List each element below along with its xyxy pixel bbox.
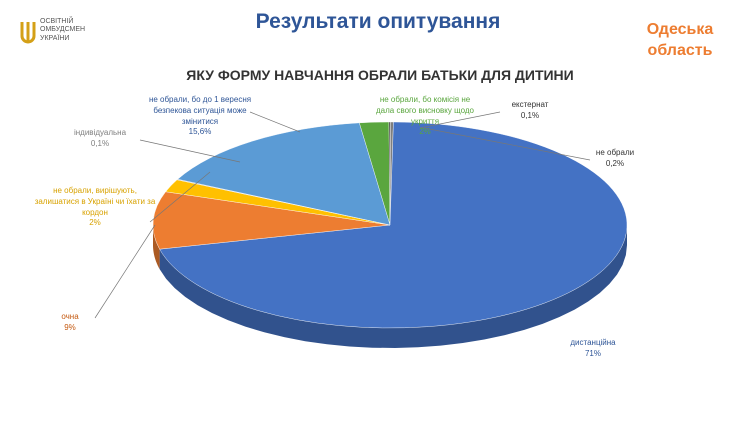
leader-line — [249, 111, 301, 133]
region: Одеська область — [646, 21, 714, 59]
data-label: не обрали, бо до 1 вересня безпекова сит… — [140, 95, 260, 138]
leader-line — [423, 127, 591, 161]
label-category: індивідуальна — [73, 128, 127, 137]
label-value: 0,1% — [520, 110, 540, 120]
slice-side — [153, 225, 160, 270]
slice — [177, 122, 391, 226]
logo-icon — [20, 22, 36, 44]
data-label: дистанційна 71% — [548, 338, 638, 360]
label-value: 0,2% — [605, 158, 625, 168]
label-value: 9% — [64, 322, 76, 332]
slice — [159, 121, 628, 329]
slice — [152, 191, 391, 250]
label-category: не обрали, бо до 1 вересня безпекова сит… — [148, 95, 252, 126]
label-category: екстернат — [511, 100, 549, 109]
logo-text: ОСВІТНІЙ ОМБУДСМЕН УКРАЇНИ — [40, 18, 86, 42]
label-value: 0,1% — [90, 138, 110, 148]
label-value: 15,6% — [188, 127, 212, 137]
label-category: не обрали, бо комісія не дала свого висн… — [375, 95, 474, 126]
page-title: Результати опитування — [256, 10, 501, 33]
leader-line — [94, 224, 156, 319]
label-category: не обрали, вирішують, залишатися в Украї… — [34, 186, 156, 217]
data-label: не обрали 0,2% — [580, 148, 650, 170]
label-value: 2% — [419, 127, 431, 137]
leader-line — [149, 171, 211, 223]
data-label: екстернат 0,1% — [490, 100, 570, 122]
label-category: очна — [61, 312, 79, 321]
leader-line — [139, 139, 241, 163]
label-category: не обрали — [595, 148, 635, 157]
label-value: 71% — [584, 348, 601, 358]
data-label: очна 9% — [45, 312, 95, 334]
data-label: індивідуальна 0,1% — [50, 128, 150, 150]
label-value: 2% — [89, 218, 101, 228]
data-label: не обрали, вирішують, залишатися в Украї… — [30, 186, 160, 229]
data-label: не обрали, бо комісія не дала свого висн… — [370, 95, 480, 138]
slice-side — [159, 225, 627, 348]
leader-line — [419, 111, 501, 129]
chart-title: ЯКУ ФОРМУ НАВЧАННЯ ОБРАЛИ БАТЬКИ ДЛЯ ДИТ… — [186, 67, 573, 83]
label-category: дистанційна — [570, 338, 616, 347]
